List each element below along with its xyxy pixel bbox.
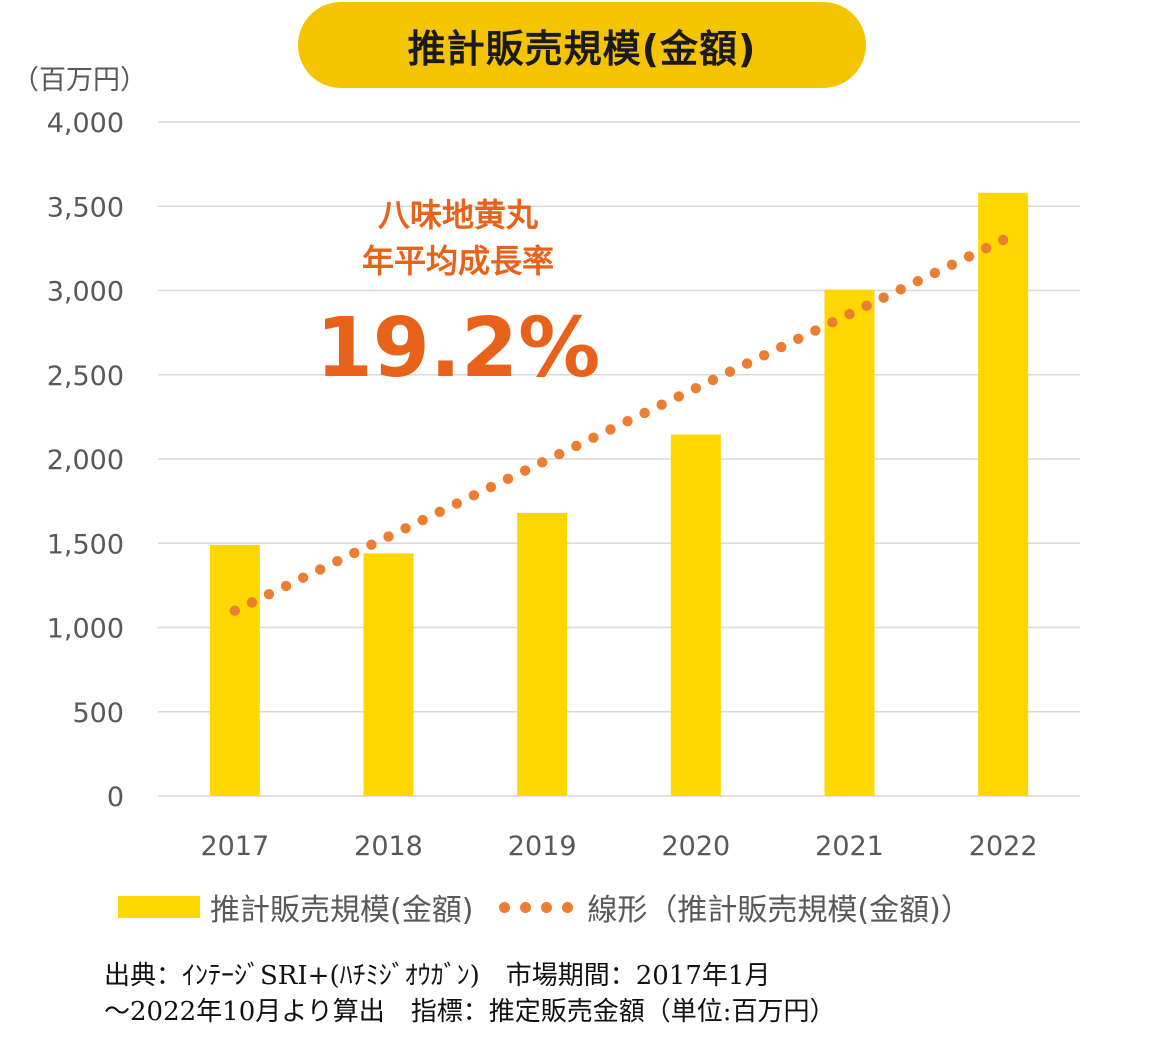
trend-dot (383, 531, 394, 542)
y-tick-label: 500 (72, 698, 124, 729)
trend-dot (776, 341, 787, 353)
trend-dot (332, 556, 343, 567)
bar-2020 (670, 434, 721, 796)
trend-dot (997, 234, 1009, 246)
x-tick-label: 2020 (661, 831, 730, 862)
trend-dot (963, 251, 975, 262)
y-tick-label: 3,000 (47, 277, 124, 308)
trend-dot (724, 366, 736, 377)
trend-dot (639, 407, 650, 419)
bar-2019 (517, 512, 568, 796)
trend-dot (315, 564, 326, 575)
source-note: 出典：ｲﾝﾃｰｼﾞSRI+(ﾊﾁﾐｼﾞｵｳｶﾞﾝ) 市場期間：2017年1月 ～… (104, 958, 836, 1030)
y-tick-label: 0 (107, 782, 124, 813)
bar-2021 (824, 289, 875, 796)
chart-title: 推計販売規模(金額) (407, 26, 757, 71)
growth-annotation: 八味地黄丸 年平均成長率 19.2% (316, 196, 600, 396)
trend-dot (741, 358, 753, 369)
trend-dot (946, 259, 958, 270)
trend-dot (758, 350, 770, 361)
x-tick-label: 2021 (815, 831, 884, 862)
trend-dot (400, 523, 411, 534)
trend-dot (861, 300, 872, 312)
trend-dot (536, 457, 548, 468)
trendline (229, 234, 1009, 616)
x-tick-label: 2019 (508, 831, 577, 862)
trend-dot (707, 374, 719, 386)
legend-bar-swatch (118, 896, 200, 918)
annotation-line2: 年平均成長率 (362, 242, 554, 280)
source-line1: 出典：ｲﾝﾃｰｼﾞSRI+(ﾊﾁﾐｼﾞｵｳｶﾞﾝ) 市場期間：2017年1月 (104, 961, 771, 991)
trend-dot (519, 465, 531, 476)
y-tick-label: 1,500 (47, 529, 124, 560)
trend-dot (588, 432, 599, 443)
trend-dot (280, 580, 292, 592)
y-tick-label: 4,000 (47, 108, 124, 139)
legend: 推計販売規模(金額) 線形（推計販売規模(金額)） (118, 885, 971, 929)
y-axis-ticks: 0 500 1,000 1,500 2,000 2,500 3,000 3,500 4,000 (47, 108, 124, 813)
trend-dot (571, 440, 582, 452)
trend-dot (622, 415, 633, 427)
trend-dot (656, 399, 667, 410)
legend-trend-label: 線形（推計販売規模(金額)） (587, 893, 971, 928)
trend-dot (485, 481, 497, 493)
trend-dot (810, 325, 821, 336)
y-tick-label: 1,000 (47, 614, 124, 645)
trend-dot (673, 391, 684, 402)
x-axis-ticks: 2017 2018 2019 2020 2021 2022 (200, 831, 1037, 862)
trend-dot (605, 424, 616, 435)
bar-2017 (209, 544, 260, 796)
trend-dot (844, 308, 855, 320)
trend-dot (246, 597, 258, 608)
gridlines (158, 121, 1080, 797)
trend-dot (554, 448, 565, 460)
trend-dot (263, 588, 275, 600)
trend-dot (366, 539, 377, 550)
trend-dot (912, 275, 923, 287)
source-line2: ～2022年10月より算出 指標：推定販売金額（単位:百万円） (104, 997, 836, 1027)
annotation-rate: 19.2% (316, 301, 600, 396)
title-pill: 推計販売規模(金額) (298, 2, 866, 88)
x-tick-label: 2022 (969, 831, 1038, 862)
y-tick-label: 3,500 (47, 192, 124, 223)
y-tick-label: 2,500 (47, 361, 124, 392)
bar-chart: 05001,0001,5002,0002,5003,0003,5004,000 … (47, 108, 1080, 862)
trend-dot (690, 383, 702, 394)
trend-dot (229, 605, 241, 616)
trend-dot (929, 267, 941, 279)
legend-trend-swatch (499, 901, 574, 913)
annotation-line1: 八味地黄丸 (378, 196, 538, 234)
x-tick-label: 2017 (200, 831, 269, 862)
y-axis-unit: （百万円） (12, 65, 147, 96)
trend-dot (468, 490, 480, 501)
trend-dot (417, 514, 428, 526)
trend-dot (793, 333, 804, 345)
bars (209, 192, 1029, 796)
bar-2018 (363, 553, 414, 796)
bar-2022 (978, 192, 1029, 796)
x-tick-label: 2018 (354, 831, 423, 862)
trend-dot (451, 498, 462, 509)
legend-bar-label: 推計販売規模(金額) (210, 893, 474, 928)
trend-dot (895, 284, 906, 295)
trend-dot (434, 506, 445, 517)
trend-dot (980, 242, 992, 254)
trend-dot (349, 547, 360, 559)
y-tick-label: 2,000 (47, 445, 124, 476)
trend-dot (502, 473, 514, 485)
trend-dot (827, 317, 838, 328)
trend-dot (297, 572, 309, 583)
trend-dot (878, 292, 889, 303)
